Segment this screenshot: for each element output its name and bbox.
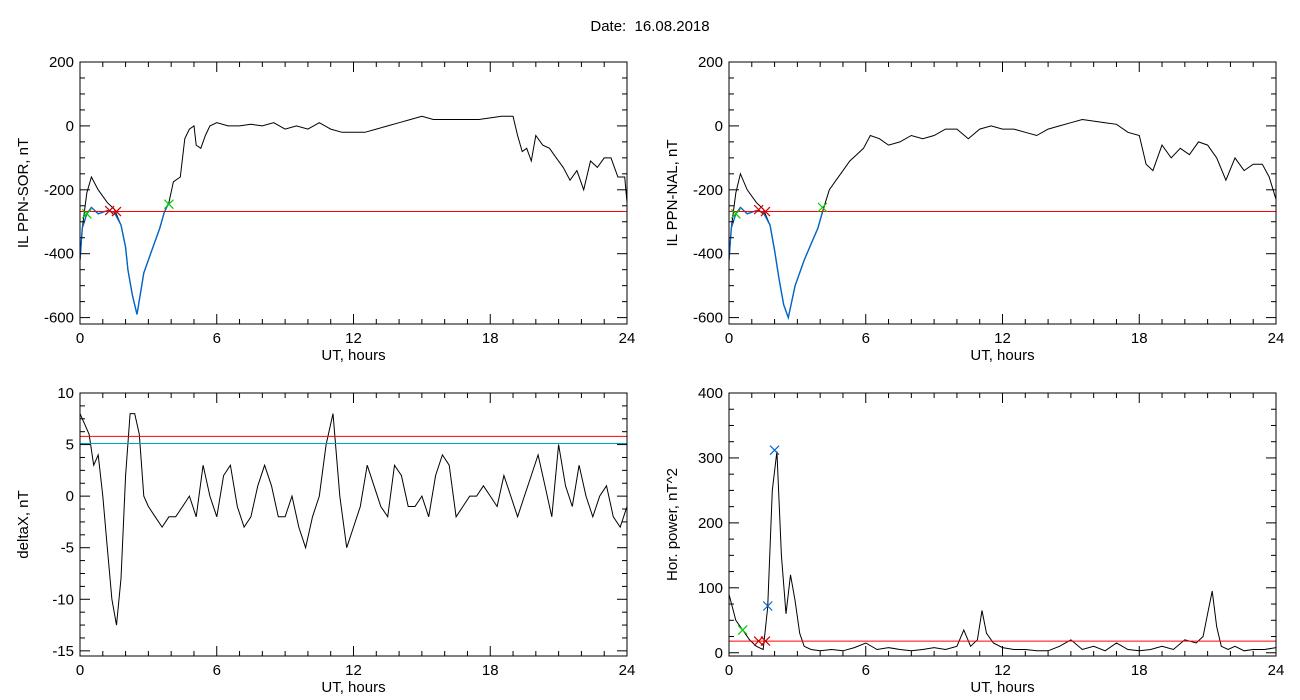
x-tick-label: 6 xyxy=(862,330,870,347)
y-tick-label: -200 xyxy=(44,182,74,199)
marker-green-cross xyxy=(737,625,748,635)
marker-red-cross xyxy=(753,204,764,215)
marker-blue-cross xyxy=(762,601,773,611)
event-segment-line xyxy=(729,206,824,321)
y-tick-label: -600 xyxy=(44,310,74,327)
page-title: Date: 16.08.2018 xyxy=(590,18,710,35)
data-trace-line xyxy=(729,118,1276,320)
x-tick-label: 24 xyxy=(1268,330,1285,347)
x-tick-label: 24 xyxy=(619,662,636,679)
y-tick-label: 200 xyxy=(49,54,74,71)
y-tick-label: -10 xyxy=(52,591,74,608)
chart-panel-4: 0 6 12 18 24 0 100 200 300 400 UT, hours Hor. power… xyxy=(664,385,1284,696)
x-tick-label: 0 xyxy=(76,662,84,679)
x-tick-label: 24 xyxy=(1268,662,1285,679)
plot-frame xyxy=(728,392,1277,657)
x-tick-label: 6 xyxy=(213,330,221,347)
event-segment-line xyxy=(80,202,170,315)
marker-blue-cross xyxy=(769,445,780,456)
x-tick-label: 18 xyxy=(482,662,499,679)
x-tick-label: 18 xyxy=(1131,330,1148,347)
chart-panel-3: 0 6 12 18 24 -15 -10 -5 0 5 10 UT, hours deltaX, nT xyxy=(15,385,635,696)
marker-green-cross xyxy=(817,202,828,213)
marker-green-cross xyxy=(163,199,174,210)
x-tick-label: 0 xyxy=(725,330,733,347)
x-tick-label: 0 xyxy=(725,662,733,679)
y-tick-label: 200 xyxy=(698,515,723,532)
y-tick-label: -5 xyxy=(61,540,74,557)
y-tick-label: 200 xyxy=(698,54,723,71)
marker-red-cross xyxy=(111,206,122,217)
x-tick-label: 12 xyxy=(994,330,1011,347)
x-tick-label: 18 xyxy=(1131,662,1148,679)
y-tick-label: -600 xyxy=(693,310,723,327)
chart-panel-2: 0 6 12 18 24 -600 -400 -200 0 200 UT, hours IL PPN-… xyxy=(664,54,1284,364)
x-axis-label: UT, hours xyxy=(970,347,1034,364)
y-tick-label: 300 xyxy=(698,450,723,467)
marker-red-cross xyxy=(760,206,771,217)
x-tick-label: 6 xyxy=(213,662,221,679)
y-axis-label: IL PPN-NAL, nT xyxy=(664,140,681,247)
marker-green-cross xyxy=(730,208,741,219)
data-trace-line xyxy=(729,451,1276,652)
x-tick-label: 12 xyxy=(994,662,1011,679)
y-tick-label: 0 xyxy=(66,118,74,135)
y-tick-label: 10 xyxy=(57,385,74,402)
y-tick-label: 0 xyxy=(66,488,74,505)
x-tick-label: 12 xyxy=(345,662,362,679)
y-tick-label: -400 xyxy=(44,246,74,263)
data-trace-line xyxy=(80,413,627,626)
y-axis-label: IL PPN-SOR, nT xyxy=(15,138,32,248)
marker-green-cross xyxy=(81,208,92,219)
x-axis-label: UT, hours xyxy=(970,679,1034,696)
y-tick-label: -15 xyxy=(52,643,74,660)
x-tick-label: 12 xyxy=(345,330,362,347)
x-tick-label: 6 xyxy=(862,662,870,679)
y-tick-label: 100 xyxy=(698,580,723,597)
x-axis-label: UT, hours xyxy=(321,679,385,696)
y-axis-label: deltaX, nT xyxy=(15,490,32,558)
y-tick-label: -400 xyxy=(693,246,723,263)
x-axis-label: UT, hours xyxy=(321,347,385,364)
y-tick-label: 0 xyxy=(715,118,723,135)
y-tick-label: 0 xyxy=(715,645,723,662)
data-trace-line xyxy=(80,115,627,315)
x-tick-label: 24 xyxy=(619,330,636,347)
x-tick-label: 18 xyxy=(482,330,499,347)
y-tick-label: -200 xyxy=(693,182,723,199)
plot-frame xyxy=(728,61,1277,325)
y-tick-label: 5 xyxy=(66,437,74,454)
y-tick-label: 400 xyxy=(698,385,723,402)
plot-frame xyxy=(79,61,628,325)
y-axis-label: Hor. power, nT^2 xyxy=(664,468,681,581)
marker-red-cross xyxy=(760,636,771,646)
x-tick-label: 0 xyxy=(76,330,84,347)
plot-frame xyxy=(79,392,628,657)
chart-panel-1: 0 6 12 18 24 -600 -400 -200 0 200 UT, hours IL PPN-… xyxy=(15,54,635,364)
